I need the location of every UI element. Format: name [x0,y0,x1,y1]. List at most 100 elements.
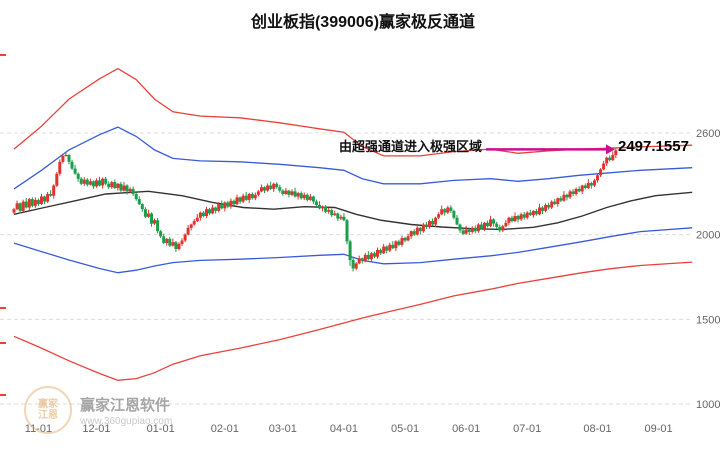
candle [36,198,40,206]
candle [128,187,132,193]
candle [137,196,141,205]
candle [238,196,242,205]
candle [131,186,135,196]
candle [88,178,92,186]
candle [76,172,80,182]
latest-price-label: 2497.1557 [618,138,689,155]
candle [409,230,413,239]
candle [324,205,328,214]
candle [67,154,71,165]
candle [73,164,77,175]
x-tick-label: 05-01 [391,423,419,435]
candle [232,199,236,206]
candle [308,193,312,201]
candle [406,233,410,242]
candle [226,200,230,209]
candle [538,203,541,216]
candle [415,224,419,236]
candle [318,201,321,210]
candle [376,247,379,259]
candle [348,239,352,266]
y-tick-label: 1000 [696,399,720,411]
candle [156,217,160,234]
candle [18,202,22,214]
candle [498,224,502,233]
candle [82,177,86,186]
candle [43,195,46,205]
watermark-name: 赢家江恩软件 [80,396,171,414]
x-tick-label: 12-01 [82,423,110,435]
candle [461,228,465,236]
candle [483,221,486,232]
band-inner-lower [13,227,693,274]
candle [30,197,34,208]
candle [113,179,117,189]
candle [91,180,95,189]
candle [583,183,587,190]
candle [373,251,376,259]
candle [98,176,101,187]
candle [85,178,89,187]
candle [214,206,218,214]
candle [504,220,508,227]
candle [473,225,477,234]
y-tick-label: 1500 [696,314,720,326]
candle [489,215,493,228]
x-tick-label: 09-01 [645,423,673,435]
stamp-text-bottom: 江恩 [38,410,58,421]
candle [269,181,273,190]
candle [360,257,364,264]
candle [553,198,557,205]
candle [559,196,563,203]
candle [562,191,566,202]
candle [314,199,318,207]
candle [250,192,254,200]
candle [305,193,309,202]
arrow-head-icon [606,144,615,155]
candle [507,216,511,226]
x-tick-label: 08-01 [583,423,611,435]
candle [452,209,456,220]
candle [107,181,111,190]
band-mid [13,190,693,231]
candle [205,206,208,218]
candles-layer [12,147,618,272]
candle [159,229,163,238]
candle [244,191,248,201]
candle [366,251,370,261]
candle [428,219,431,229]
candle [443,208,447,216]
candle [153,218,156,226]
candle [186,225,190,236]
candle [467,228,471,236]
candle [168,236,172,247]
candle [513,212,517,223]
candle [12,207,16,215]
x-tick-label: 01-01 [147,423,175,435]
candle [458,223,462,233]
candle [476,223,480,233]
candle [593,178,596,187]
watermark-text: 赢家江恩软件 www.360gupiao.com [80,394,172,427]
candle [418,226,422,235]
candle [351,257,355,272]
candle [470,226,474,234]
candle [174,241,178,253]
candle [580,184,584,194]
x-tick-label: 03-01 [269,423,297,435]
candle [586,179,590,190]
candle [302,192,306,201]
candle [492,218,496,227]
candle [263,186,266,194]
candle [605,156,609,166]
candle [201,210,205,218]
candle [241,193,245,203]
candle [339,214,343,220]
candle [284,187,288,195]
candle [192,219,196,226]
candle [589,181,593,189]
candle [550,200,554,210]
candle [440,205,444,216]
candle [330,208,334,217]
